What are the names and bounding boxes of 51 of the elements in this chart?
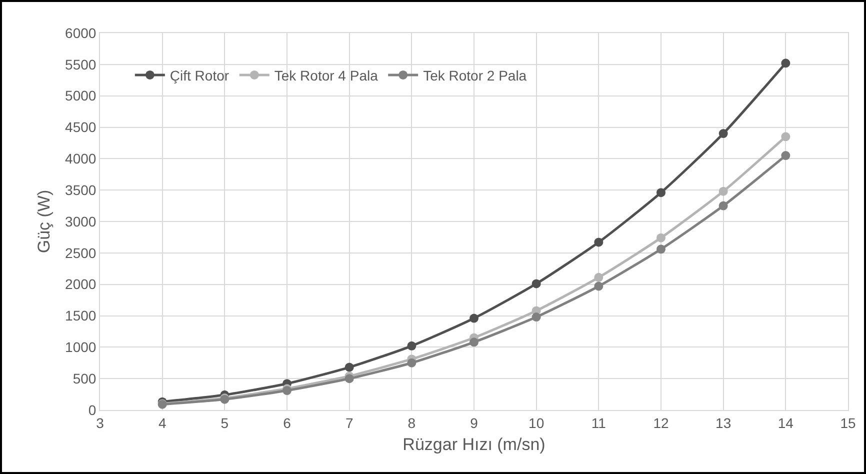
point (594, 282, 604, 291)
point (407, 341, 416, 350)
point (344, 362, 354, 372)
y-tick-label: 3000 (65, 213, 96, 230)
point (718, 201, 728, 210)
point (656, 244, 666, 254)
x-tick-label: 15 (840, 414, 856, 431)
y-tick-label: 6000 (65, 24, 96, 41)
y-axis-title: Güç (W) (34, 190, 54, 254)
x-tick-label: 6 (283, 414, 292, 431)
x-tick-label: 12 (653, 414, 669, 431)
point (781, 151, 790, 160)
y-tick-label: 1000 (65, 339, 96, 356)
point (594, 238, 604, 247)
y-tick-label: 0 (88, 402, 96, 418)
x-tick-label: 7 (345, 414, 354, 431)
legend-label: Çift Rotor (170, 67, 230, 84)
y-tick-label: 4500 (65, 119, 96, 136)
y-tick-label: 3500 (65, 182, 96, 198)
point (532, 279, 541, 288)
y-tick-label: 2500 (65, 244, 96, 261)
point (470, 314, 478, 323)
x-tick-label: 3 (96, 414, 104, 431)
x-tick-label: 4 (158, 414, 166, 431)
legend-label: Tek Rotor 4 Pala (274, 67, 378, 84)
point (781, 58, 790, 68)
point (656, 233, 666, 242)
y-tick-label: 2000 (65, 276, 96, 292)
x-tick-label: 13 (716, 414, 732, 431)
y-tick-label: 5000 (65, 88, 96, 104)
point (344, 374, 354, 384)
x-tick-label: 14 (778, 414, 794, 431)
x-tick-label: 11 (591, 414, 606, 431)
point (594, 272, 604, 282)
point (470, 338, 478, 347)
y-tick-label: 5500 (65, 56, 96, 72)
point (781, 132, 790, 142)
y-tick-label: 4000 (65, 150, 96, 167)
point (532, 312, 541, 322)
point (718, 186, 728, 196)
point (718, 129, 728, 138)
point (407, 358, 416, 368)
x-tick-label: 8 (408, 414, 416, 431)
y-tick-label: 1500 (65, 308, 96, 324)
x-axis-title: Rüzgar Hızı (m/sn) (402, 435, 546, 454)
point (656, 188, 666, 198)
y-tick-label: 500 (72, 370, 96, 386)
x-tick-label: 5 (220, 414, 229, 431)
x-tick-label: 9 (470, 414, 478, 431)
legend-label: Tek Rotor 2 Pala (423, 67, 527, 84)
x-tick-label: 10 (528, 414, 544, 431)
